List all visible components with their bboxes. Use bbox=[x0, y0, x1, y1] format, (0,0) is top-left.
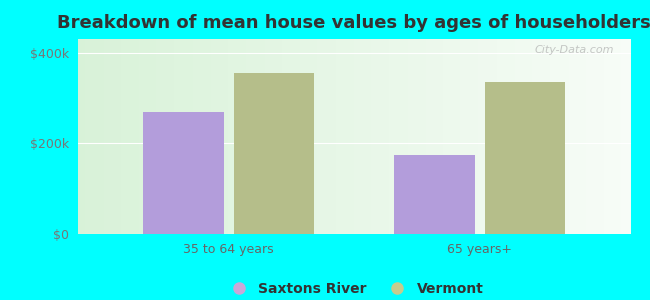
Legend: Saxtons River, Vermont: Saxtons River, Vermont bbox=[219, 276, 489, 300]
Bar bbox=[485, 82, 566, 234]
Bar bbox=[143, 112, 224, 234]
Title: Breakdown of mean house values by ages of householders: Breakdown of mean house values by ages o… bbox=[57, 14, 650, 32]
Bar bbox=[395, 154, 474, 234]
Text: City-Data.com: City-Data.com bbox=[534, 45, 614, 55]
Bar bbox=[234, 73, 314, 234]
